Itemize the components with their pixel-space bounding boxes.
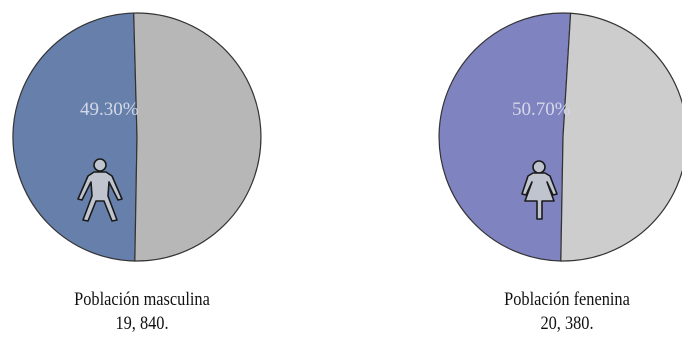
pie-slice-remainder (133, 12, 262, 262)
male-population-value: 19, 840. (115, 313, 169, 334)
female-population-value: 20, 380. (540, 313, 594, 334)
male-population-label: Población masculina (74, 289, 210, 310)
pie-slice-highlighted (12, 12, 138, 262)
pie-chart-male: 49.30% (12, 12, 262, 262)
male-population-caption: Población masculina 19, 840. (39, 288, 245, 336)
male-figure-icon (77, 158, 123, 222)
pie-slice-remainder (560, 12, 682, 262)
pie-chart-female: 50.70% (438, 12, 682, 262)
pie-slice-highlighted (438, 12, 572, 262)
female-population-caption: Población fenenina 20, 380. (464, 288, 670, 336)
slice-percentage-label: 50.70% (512, 99, 571, 120)
female-figure-icon (521, 160, 558, 220)
slice-percentage-label: 49.30% (80, 99, 139, 120)
female-population-label: Población fenenina (504, 289, 630, 310)
